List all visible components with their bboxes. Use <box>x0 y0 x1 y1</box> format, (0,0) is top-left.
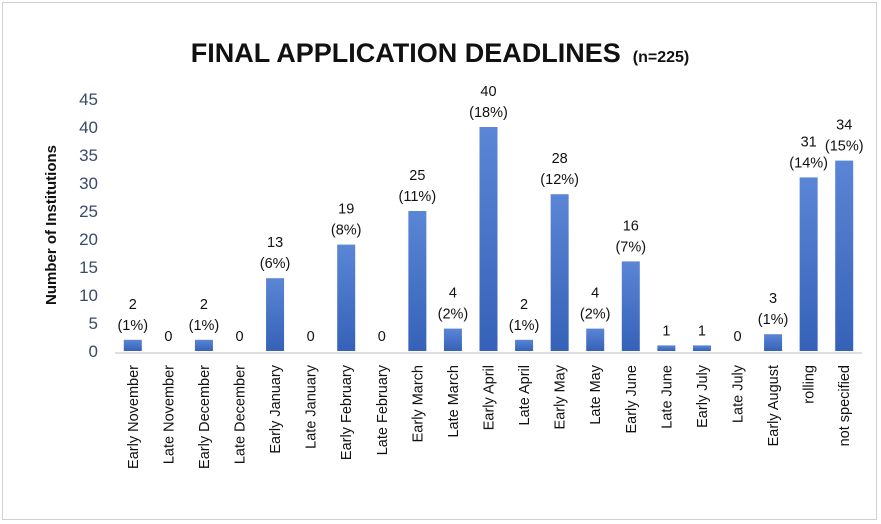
data-label-value: 2 <box>200 297 208 313</box>
x-tick-label: Early November <box>126 365 142 469</box>
data-label-percent: (12%) <box>540 172 579 188</box>
x-tick-label: Early May <box>553 364 569 429</box>
y-axis-label: Number of Institutions <box>43 145 60 305</box>
data-label-value: 16 <box>623 218 639 234</box>
data-label-percent: (18%) <box>469 105 508 121</box>
y-axis-ticks: 0 5 10 15 20 25 30 35 40 45 <box>79 90 98 361</box>
data-label-value: 31 <box>801 134 817 150</box>
y-tick-label: 5 <box>89 314 98 333</box>
data-label-value: 0 <box>733 329 741 345</box>
data-label-percent: (2%) <box>438 307 469 323</box>
data-label-value: 0 <box>307 329 315 345</box>
bar <box>408 211 427 351</box>
bar <box>266 278 285 351</box>
data-label-percent: (8%) <box>331 223 362 239</box>
y-tick-label: 0 <box>89 342 98 361</box>
y-tick-label: 30 <box>79 174 98 193</box>
bar <box>621 261 640 351</box>
x-tick-label: Late May <box>588 364 604 424</box>
x-tick-label: Late June <box>659 365 675 429</box>
y-tick-label: 15 <box>79 258 98 277</box>
data-label-value: 3 <box>769 291 777 307</box>
x-tick-label: Late March <box>446 365 462 438</box>
bar <box>586 328 605 351</box>
y-tick-label: 10 <box>79 286 98 305</box>
x-tick-label: Late July <box>731 364 747 423</box>
x-tick-label: rolling <box>802 365 818 404</box>
data-labels-group: 2(1%)02(1%)013(6%)019(8%)025(11%)4(2%)40… <box>117 84 863 345</box>
y-tick-label: 25 <box>79 202 98 221</box>
x-tick-label: Late February <box>375 364 391 455</box>
bar <box>479 127 498 351</box>
x-tick-label: Late December <box>233 365 249 464</box>
bar <box>799 177 818 351</box>
y-tick-label: 45 <box>79 90 98 109</box>
data-label-value: 0 <box>378 329 386 345</box>
bar <box>194 339 213 351</box>
data-label-value: 25 <box>409 168 425 184</box>
x-tick-label: Late January <box>304 364 320 449</box>
bar <box>337 244 356 351</box>
data-label-percent: (1%) <box>509 318 540 334</box>
bar <box>550 194 569 351</box>
data-label-value: 4 <box>449 286 457 302</box>
bar <box>515 339 534 351</box>
bar <box>835 160 854 351</box>
data-label-percent: (6%) <box>260 256 291 272</box>
x-tick-label: Late April <box>517 365 533 425</box>
data-label-value: 2 <box>520 297 528 313</box>
chart-title: FINAL APPLICATION DEADLINES (n=225) <box>191 38 689 68</box>
x-tick-label: Early August <box>766 365 782 446</box>
data-label-percent: (1%) <box>117 318 148 334</box>
data-label-percent: (15%) <box>825 139 864 155</box>
x-tick-label: Early April <box>482 365 498 430</box>
data-label-value: 13 <box>267 235 283 251</box>
y-tick-label: 40 <box>79 118 98 137</box>
data-label-value: 4 <box>591 286 599 302</box>
data-label-percent: (1%) <box>189 318 220 334</box>
bar <box>123 339 142 351</box>
x-tick-label: Early December <box>197 365 213 469</box>
y-tick-label: 20 <box>79 230 98 249</box>
data-label-percent: (11%) <box>399 189 437 205</box>
chart-title-sub: (n=225) <box>633 49 689 66</box>
x-axis-ticks: Early November Late November Early Decembe… <box>126 364 853 469</box>
bar <box>443 328 462 351</box>
data-label-percent: (1%) <box>758 312 789 328</box>
data-label-value: 28 <box>552 151 568 167</box>
data-label-value: 2 <box>129 297 137 313</box>
bar <box>692 345 711 351</box>
bar <box>764 334 783 351</box>
x-tick-label: Early January <box>268 364 284 453</box>
data-label-value: 0 <box>235 329 243 345</box>
x-tick-label: Early June <box>624 365 640 434</box>
data-label-value: 1 <box>698 323 706 339</box>
chart-title-main: FINAL APPLICATION DEADLINES <box>191 38 621 68</box>
data-label-value: 0 <box>164 329 172 345</box>
y-tick-label: 35 <box>79 146 98 165</box>
data-label-value: 19 <box>338 202 354 218</box>
data-label-percent: (7%) <box>615 239 646 255</box>
data-label-percent: (2%) <box>580 307 611 323</box>
data-label-value: 1 <box>662 323 670 339</box>
bars-group <box>123 127 854 351</box>
data-label-value: 34 <box>836 118 852 134</box>
x-tick-label: Late November <box>161 365 177 464</box>
x-tick-label: not specified <box>837 365 853 446</box>
x-tick-label: Early March <box>410 365 426 442</box>
x-tick-label: Early July <box>695 364 711 428</box>
x-tick-label: Early February <box>339 364 355 460</box>
bar <box>657 345 676 351</box>
data-label-value: 40 <box>480 84 496 100</box>
data-label-percent: (14%) <box>789 155 828 171</box>
